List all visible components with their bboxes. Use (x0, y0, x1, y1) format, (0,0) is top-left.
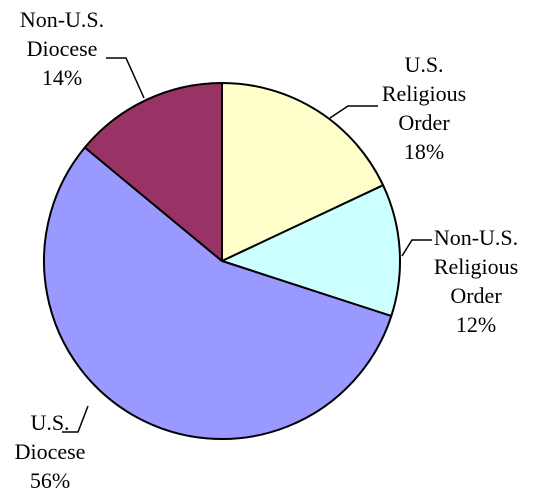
slice-label-us-diocese: U.S. Diocese 56% (15, 410, 86, 493)
leader-line-us-religious-order (329, 105, 378, 119)
leader-line-non-us-religious-order (401, 239, 432, 257)
slice-category-label: Order (398, 110, 450, 135)
slice-category-label: Non-U.S. (434, 225, 518, 250)
slice-label-non-us-religious-order: Non-U.S. Religious Order 12% (434, 225, 518, 337)
slice-label-us-religious-order: U.S. Religious Order 18% (382, 52, 466, 164)
slice-value-label: 18% (404, 139, 444, 164)
slice-category-label: U.S. (404, 52, 443, 77)
slice-category-label: Non-U.S. (20, 7, 104, 32)
slice-category-label: Religious (382, 81, 466, 106)
leader-line-non-us-diocese (106, 57, 145, 99)
pie-slice-us-religious-order (221, 82, 385, 262)
slice-category-label: Order (450, 283, 502, 308)
pie-slices (43, 82, 401, 440)
slice-category-label: Diocese (27, 36, 98, 61)
slice-category-label: Religious (434, 254, 518, 279)
slice-value-label: 56% (30, 468, 70, 493)
slice-label-non-us-diocese: Non-U.S. Diocese 14% (20, 7, 104, 90)
leader-line-us-diocese (62, 405, 89, 433)
slice-category-label: U.S. (30, 410, 69, 435)
slice-value-label: 12% (456, 312, 496, 337)
slice-labels: U.S. Religious Order 18% Non-U.S. Religious Or… (15, 7, 519, 493)
pie-slice-non-us-diocese (83, 82, 223, 262)
pie-slice-us-diocese (43, 146, 393, 440)
slice-category-label: Diocese (15, 439, 86, 464)
slice-value-label: 14% (42, 65, 82, 90)
leader-lines (62, 57, 432, 433)
pie-slice-non-us-religious-order (221, 184, 401, 318)
